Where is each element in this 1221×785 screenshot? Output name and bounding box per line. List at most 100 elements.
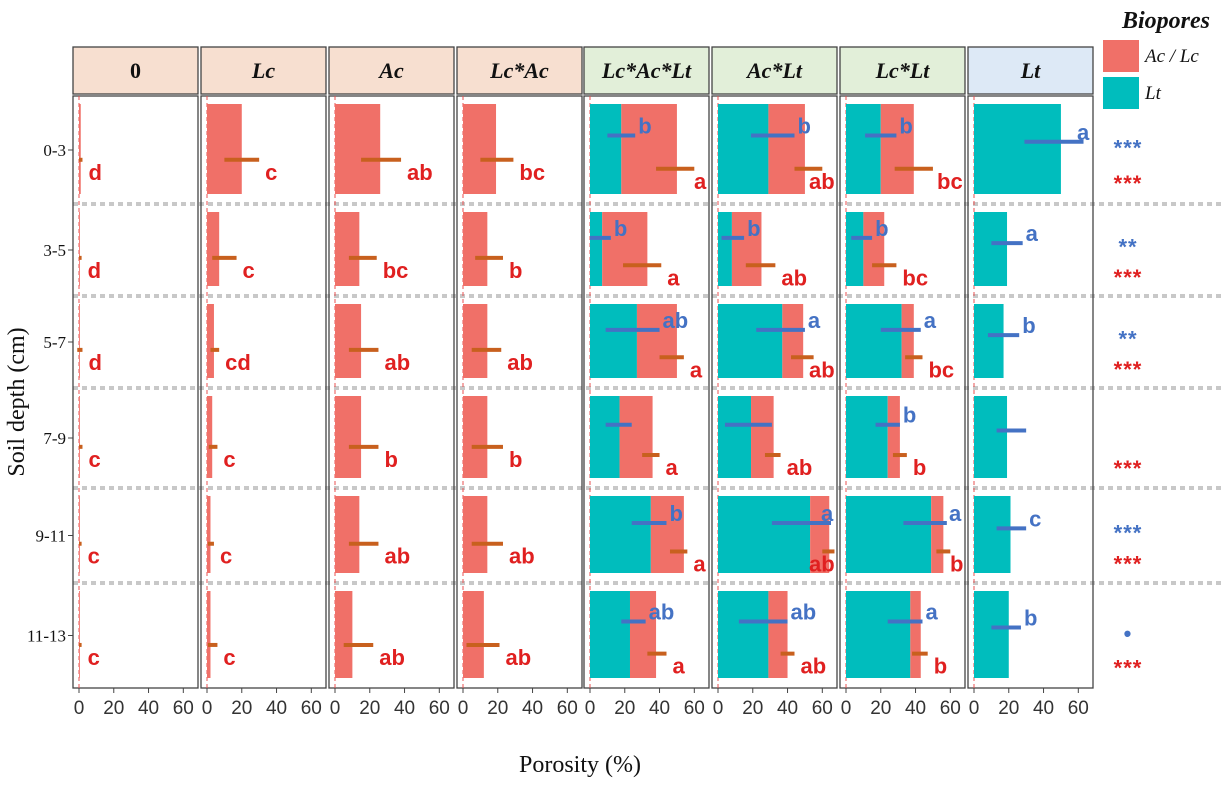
ac-lc-bar <box>463 212 488 286</box>
ac-lc-letter: c <box>223 645 235 670</box>
lt-bar <box>846 396 888 478</box>
lt-letter: a <box>808 308 821 333</box>
y-tick-label: 0-3 <box>43 141 66 160</box>
legend-swatch <box>1103 77 1139 109</box>
lt-letter: b <box>1024 606 1037 631</box>
x-tick-label: 40 <box>905 698 926 719</box>
ac-lc-bar <box>463 396 488 478</box>
ac-lc-letter: a <box>672 654 685 679</box>
lt-bar <box>846 212 864 286</box>
ac-lc-bar <box>463 304 488 378</box>
facet-strip <box>583 46 710 95</box>
lt-letter: a <box>925 599 938 624</box>
ac-lc-bar <box>629 591 657 678</box>
lt-bar <box>846 104 881 194</box>
ac-lc-letter: d <box>88 258 101 283</box>
facet-strips: 0 Lc Ac Lc*Ac Lc*Ac*Lt Ac*Lt Lc*Lt Lt <box>72 46 1094 95</box>
lt-letter: a <box>1077 120 1090 145</box>
lt-letter: ab <box>663 308 689 333</box>
lt-significance: ** <box>1118 235 1137 260</box>
x-tick-label: 20 <box>742 698 763 719</box>
ac-lc-letter: ab <box>506 645 532 670</box>
ac-lc-bar <box>335 104 381 194</box>
ac-lc-bar <box>207 496 211 573</box>
x-tick-label: 60 <box>1068 698 1089 719</box>
ac-lc-letter: b <box>509 258 522 283</box>
ac-lc-bar <box>207 212 220 286</box>
ac-lc-bar <box>79 496 80 573</box>
ac-lc-letter: ab <box>787 455 813 480</box>
ac-lc-letter: ab <box>384 350 410 375</box>
lt-bar <box>718 304 783 378</box>
lt-letter: b <box>614 216 627 241</box>
ac-lc-letter: a <box>694 169 707 194</box>
lt-letter: b <box>747 216 760 241</box>
facet-strip <box>456 46 583 95</box>
ac-lc-letter: a <box>690 357 703 382</box>
lt-bar <box>590 304 637 378</box>
ac-lc-letter: b <box>950 551 963 576</box>
facet-strip <box>200 46 327 95</box>
ac-lc-bar <box>782 304 804 378</box>
ac-lc-letter: d <box>88 350 101 375</box>
ac-lc-letter: bc <box>902 265 928 290</box>
legend-label: Lt <box>1144 83 1162 104</box>
x-tick-label: 60 <box>557 698 578 719</box>
ac-lc-bar <box>636 304 677 378</box>
y-tick-label: 11-13 <box>27 627 66 646</box>
ac-lc-bar <box>335 496 360 573</box>
x-tick-label: 0 <box>585 698 596 719</box>
lt-bar <box>974 496 1011 573</box>
x-tick-label: 0 <box>330 698 341 719</box>
ac-lc-bar <box>810 496 830 573</box>
lt-bar <box>718 396 752 478</box>
x-tick-label: 60 <box>301 698 322 719</box>
panel-frame <box>967 95 1094 689</box>
x-tick-label: 20 <box>231 698 252 719</box>
lt-letter: b <box>899 114 912 139</box>
lt-significance: ** <box>1118 327 1137 352</box>
facet-strip <box>967 46 1094 95</box>
facet-label-lt: Lt <box>1020 58 1041 83</box>
ac-lc-letter: a <box>667 265 680 290</box>
facet-label-ac-lt: Ac*Lt <box>745 58 803 83</box>
ac-lc-letter: c <box>265 160 277 185</box>
ac-lc-letter: ab <box>507 350 533 375</box>
lt-bar <box>846 496 932 573</box>
ac-lc-bar <box>619 396 653 478</box>
ac-lc-significance: *** <box>1114 265 1143 290</box>
x-tick-label: 40 <box>394 698 415 719</box>
x-tick-label: 40 <box>522 698 543 719</box>
ac-lc-letter: ab <box>781 265 807 290</box>
x-tick-label: 60 <box>812 698 833 719</box>
x-tick-label: 20 <box>998 698 1019 719</box>
ac-lc-letter: ab <box>379 645 405 670</box>
lt-letter: b <box>1022 313 1035 338</box>
legend-label: Ac / Lc <box>1143 46 1199 67</box>
ac-lc-letter: b <box>934 654 947 679</box>
panel-frame <box>583 95 710 689</box>
x-axis-title: Porosity (%) <box>519 752 641 778</box>
ac-lc-letter: bc <box>383 258 409 283</box>
ac-lc-letter: ab <box>809 357 835 382</box>
ac-lc-bar <box>207 304 214 378</box>
lt-bar <box>974 212 1008 286</box>
ac-lc-bar <box>910 591 921 678</box>
ac-lc-bar <box>79 396 80 478</box>
lt-letter: b <box>669 501 682 526</box>
facet-panels: dddccccccdcccabbcabbababbcbabbababbabaab… <box>72 95 1221 689</box>
ac-lc-significance: *** <box>1114 456 1143 481</box>
lt-bar <box>974 396 1008 478</box>
lt-bar <box>718 104 769 194</box>
ac-lc-significance: *** <box>1114 357 1143 382</box>
ac-lc-significance: *** <box>1114 655 1143 680</box>
x-tick-label: 60 <box>684 698 705 719</box>
x-tick-label: 40 <box>1033 698 1054 719</box>
ac-lc-letter: b <box>509 447 522 472</box>
lt-bar <box>974 304 1004 378</box>
facet-label-lc-ac: Lc*Ac <box>489 58 549 83</box>
x-tick-label: 40 <box>777 698 798 719</box>
x-tick-label: 0 <box>202 698 213 719</box>
facet-label-lc: Lc <box>251 58 275 83</box>
panel-frame <box>839 95 966 689</box>
